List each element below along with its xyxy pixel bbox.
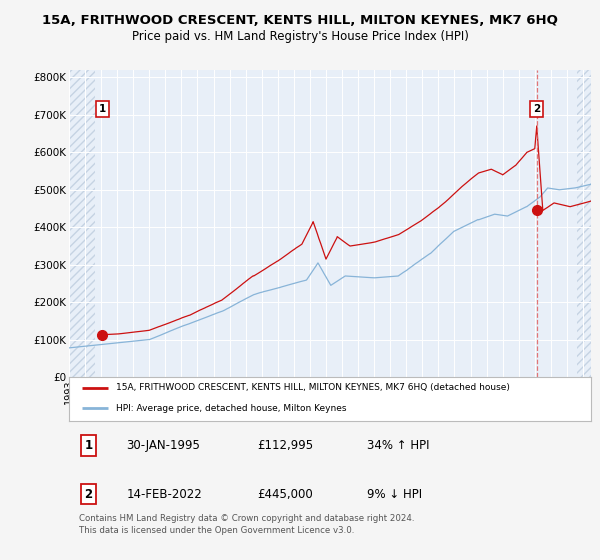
Text: 15A, FRITHWOOD CRESCENT, KENTS HILL, MILTON KEYNES, MK7 6HQ (detached house): 15A, FRITHWOOD CRESCENT, KENTS HILL, MIL… — [116, 384, 510, 393]
Bar — [69, 70, 95, 377]
Text: 30-JAN-1995: 30-JAN-1995 — [127, 439, 200, 452]
Text: HPI: Average price, detached house, Milton Keynes: HPI: Average price, detached house, Milt… — [116, 404, 346, 413]
Text: 15A, FRITHWOOD CRESCENT, KENTS HILL, MILTON KEYNES, MK7 6HQ: 15A, FRITHWOOD CRESCENT, KENTS HILL, MIL… — [42, 14, 558, 27]
Text: £112,995: £112,995 — [257, 439, 313, 452]
Bar — [577, 70, 591, 377]
Text: 9% ↓ HPI: 9% ↓ HPI — [367, 488, 422, 501]
Text: 2: 2 — [84, 488, 92, 501]
Text: Contains HM Land Registry data © Crown copyright and database right 2024.
This d: Contains HM Land Registry data © Crown c… — [79, 515, 415, 535]
Text: 1: 1 — [84, 439, 92, 452]
Text: £445,000: £445,000 — [257, 488, 313, 501]
Text: 1: 1 — [99, 104, 106, 114]
Text: 34% ↑ HPI: 34% ↑ HPI — [367, 439, 429, 452]
Text: Price paid vs. HM Land Registry's House Price Index (HPI): Price paid vs. HM Land Registry's House … — [131, 30, 469, 43]
Text: 14-FEB-2022: 14-FEB-2022 — [127, 488, 202, 501]
Text: 2: 2 — [533, 104, 541, 114]
